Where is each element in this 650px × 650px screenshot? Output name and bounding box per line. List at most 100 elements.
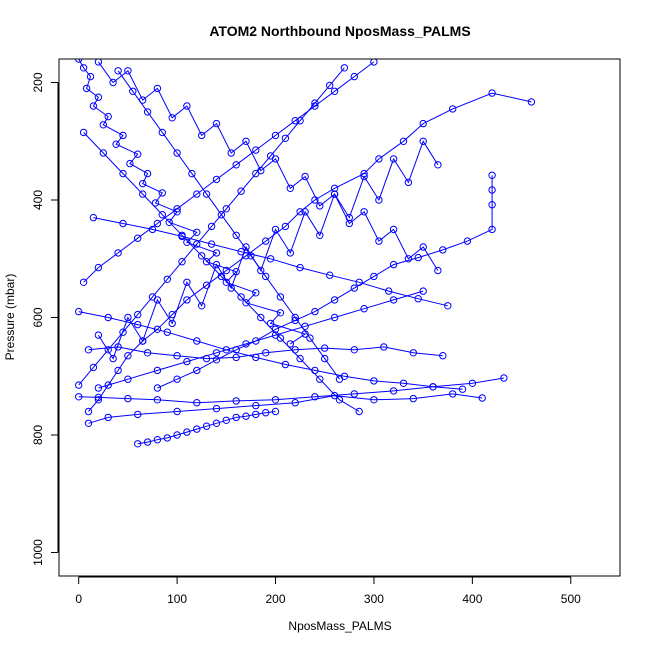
data-point — [409, 394, 417, 403]
data-point — [296, 263, 304, 272]
data-point — [370, 272, 378, 281]
data-point — [262, 272, 270, 281]
data-point — [232, 231, 240, 240]
data-point — [232, 397, 240, 405]
data-point — [165, 218, 173, 227]
data-point — [202, 281, 211, 289]
data-point — [104, 381, 112, 389]
data-point — [360, 208, 368, 216]
data-point — [488, 225, 496, 234]
data-point — [330, 313, 339, 322]
data-point — [311, 393, 319, 401]
data-point — [86, 72, 95, 81]
data-point — [419, 137, 427, 146]
data-point — [143, 169, 152, 178]
data-point — [252, 337, 260, 345]
data-point — [404, 178, 413, 187]
data-point — [276, 309, 285, 317]
data-point — [399, 137, 408, 146]
series-line-9 — [97, 140, 439, 360]
plot-area — [75, 59, 536, 448]
data-point — [488, 89, 496, 97]
data-point — [266, 255, 275, 263]
data-point — [227, 284, 235, 292]
data-point — [335, 375, 344, 383]
data-point — [173, 205, 181, 213]
data-point — [84, 407, 93, 416]
data-point — [89, 213, 98, 222]
y-tick-label: 800 — [31, 425, 45, 445]
data-point — [119, 328, 127, 336]
data-point — [257, 266, 265, 275]
data-point — [163, 275, 172, 283]
data-point — [340, 64, 349, 72]
data-point — [75, 59, 83, 63]
data-point — [449, 105, 457, 113]
data-point — [139, 337, 147, 345]
data-point — [301, 172, 309, 181]
data-point — [330, 87, 339, 96]
y-tick-label: 200 — [31, 72, 45, 92]
data-point — [173, 375, 181, 383]
data-point — [227, 149, 235, 157]
series-line-14 — [117, 70, 340, 380]
data-point — [296, 117, 304, 125]
data-point — [84, 346, 93, 354]
data-point — [306, 334, 314, 342]
data-point — [350, 72, 358, 81]
data-point — [168, 319, 176, 328]
data-point — [247, 252, 255, 260]
data-point — [139, 179, 147, 188]
x-axis: 0 100 200 300 400 500 — [75, 576, 581, 606]
data-point — [134, 440, 142, 448]
data-point — [173, 149, 181, 157]
series-line-13 — [93, 217, 448, 307]
data-point — [414, 253, 422, 262]
x-axis-label: NposMass_PALMS — [288, 619, 391, 633]
data-point — [360, 172, 368, 181]
data-point — [153, 384, 162, 392]
data-point — [143, 349, 152, 357]
data-point — [370, 396, 378, 404]
data-point — [286, 184, 294, 193]
data-point — [198, 131, 206, 140]
data-point — [271, 407, 280, 416]
data-point — [183, 357, 191, 366]
series-line-12 — [98, 290, 424, 389]
data-point — [94, 331, 103, 339]
data-point — [94, 396, 103, 404]
data-point — [222, 266, 231, 275]
data-point — [75, 381, 83, 389]
data-point — [242, 412, 250, 420]
data-point — [212, 419, 221, 427]
data-point — [389, 296, 398, 304]
data-point — [409, 349, 417, 357]
y-axis: 200 400 600 800 1000 — [31, 72, 59, 566]
data-point — [163, 328, 172, 336]
data-point — [321, 354, 329, 363]
data-point — [316, 202, 324, 210]
data-point — [212, 260, 221, 269]
data-point — [237, 248, 245, 256]
data-point — [104, 313, 112, 322]
data-point — [193, 366, 201, 375]
data-point — [237, 187, 245, 195]
data-point — [439, 352, 447, 360]
data-point — [252, 169, 260, 178]
data-point — [281, 222, 290, 231]
data-point — [232, 161, 240, 169]
data-point — [202, 422, 211, 430]
data-point — [350, 346, 358, 354]
data-point — [458, 385, 467, 393]
data-point — [311, 99, 319, 107]
series-line-6 — [88, 346, 443, 360]
data-point — [173, 431, 181, 439]
data-point — [355, 407, 363, 416]
data-point — [168, 114, 176, 122]
data-point — [291, 117, 299, 125]
data-point — [500, 374, 508, 382]
data-point — [488, 201, 496, 209]
data-point — [202, 258, 211, 266]
data-point — [330, 190, 339, 198]
